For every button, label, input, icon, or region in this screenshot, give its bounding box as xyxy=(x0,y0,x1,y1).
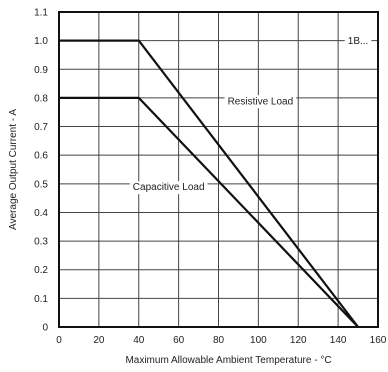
annotation-label: Resistive Load xyxy=(228,96,294,107)
x-tick-label: 20 xyxy=(93,335,105,346)
y-tick-label: 0.3 xyxy=(34,237,48,248)
series-line-1 xyxy=(59,96,359,328)
x-tick-label: 0 xyxy=(56,335,62,346)
y-tick-label: 0.2 xyxy=(34,265,48,276)
y-tick-label: 0.9 xyxy=(34,65,48,76)
x-tick-label: 140 xyxy=(330,335,347,346)
y-tick-label: 0.8 xyxy=(34,93,48,104)
x-tick-label: 120 xyxy=(290,335,307,346)
x-tick-label: 60 xyxy=(173,335,185,346)
x-tick-label: 160 xyxy=(370,335,387,346)
x-axis-label: Maximum Allowable Ambient Temperature - … xyxy=(125,355,331,366)
y-tick-label: 0.1 xyxy=(34,294,48,305)
y-tick-label: 1.1 xyxy=(34,8,48,19)
annotation-label: Capacitive Load xyxy=(133,182,205,193)
series-line-0 xyxy=(59,39,359,328)
x-tick-label: 80 xyxy=(213,335,225,346)
y-tick-label: 0.4 xyxy=(34,208,48,219)
x-tick-label: 40 xyxy=(133,335,145,346)
y-tick-label: 0 xyxy=(42,323,48,334)
y-tick-label: 0.5 xyxy=(34,179,48,190)
annotation-background xyxy=(224,95,297,109)
annotations: 1B... Resistive Load Capacitive Load xyxy=(129,35,372,195)
annotation-background xyxy=(344,35,372,49)
plot-frame xyxy=(58,11,379,328)
y-tick-label: 0.7 xyxy=(34,122,48,133)
x-tick-labels: 0 20 40 60 80 100 120 140 160 xyxy=(56,335,387,346)
x-tick-label: 100 xyxy=(250,335,267,346)
annotation-background xyxy=(129,181,208,195)
y-tick-label: 0.6 xyxy=(34,151,48,162)
annotation-label: 1B... xyxy=(348,36,369,47)
y-tick-label: 1.0 xyxy=(34,36,48,47)
y-axis-label: Average Output Current - A xyxy=(8,109,19,230)
y-tick-labels: 0 0.1 0.2 0.3 0.4 0.5 0.6 0.7 0.8 0.9 1.0 1.1 xyxy=(34,8,48,334)
